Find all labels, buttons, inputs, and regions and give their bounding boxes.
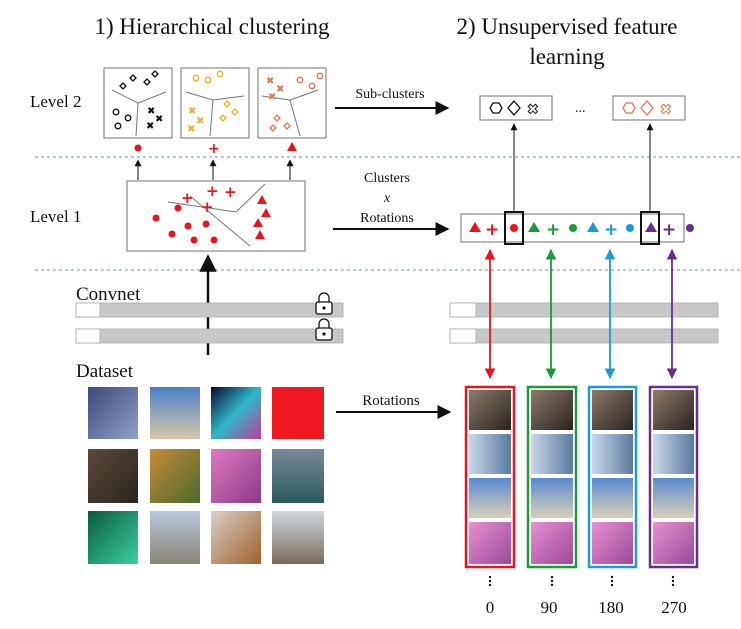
rotation-angle-label: 0	[486, 598, 495, 617]
svg-text:✖: ✖	[188, 106, 196, 117]
title-hierarchical-clustering: 1) Hierarchical clustering	[95, 14, 330, 39]
rotation-column-90	[526, 385, 578, 569]
subcluster-ellipsis: ...	[575, 101, 586, 116]
svg-text:✖: ✖	[266, 76, 274, 87]
svg-text:✖: ✖	[276, 84, 284, 95]
svg-text:✖: ✖	[268, 92, 276, 103]
dataset-image	[88, 511, 138, 564]
cluster-label-strip: + + + +	[460, 211, 694, 245]
svg-text:+: +	[604, 220, 618, 240]
rotation-angle-label: 180	[598, 598, 624, 617]
dataset-image	[150, 387, 200, 439]
label-clusters-rotations: Rotations	[360, 211, 414, 226]
svg-text:✖: ✖	[146, 121, 154, 132]
label-rotations: Rotations	[362, 393, 420, 409]
dataset-image	[272, 387, 324, 439]
level1-box: + + ++	[126, 180, 306, 252]
dataset-image	[211, 387, 261, 439]
svg-text:✖: ✖	[660, 102, 672, 118]
convnet-bar-right-1	[449, 302, 719, 318]
svg-text:✖: ✖	[527, 102, 539, 118]
rotation-column-0	[464, 385, 516, 569]
svg-text:+: +	[224, 183, 237, 201]
svg-text:✖: ✖	[196, 116, 204, 127]
triangle-marker-level2	[287, 142, 297, 151]
dataset-image	[211, 511, 261, 564]
label-clusters-x: x	[383, 191, 391, 206]
convnet-bar-right-2	[449, 328, 719, 344]
level2-box-black: ✖✖✖	[103, 67, 173, 139]
svg-text:+: +	[201, 198, 214, 216]
plus-marker-level2: +	[208, 141, 220, 157]
rotation-angle-label: 270	[661, 598, 687, 617]
label-clusters: Clusters	[364, 171, 410, 186]
convnet-bar-left-1	[75, 302, 344, 318]
subcluster-box-salmon: ✖	[612, 95, 686, 121]
dataset-image	[150, 511, 200, 564]
vertical-ellipsis	[488, 575, 675, 587]
svg-text:✖: ✖	[187, 124, 195, 135]
rotation-column-270	[648, 385, 699, 569]
dataset-image-grid	[88, 387, 324, 564]
dataset-image	[211, 449, 261, 503]
dataset-image	[272, 511, 324, 564]
svg-text:✖: ✖	[147, 106, 155, 117]
subcluster-box-black: ✖	[479, 95, 553, 121]
title-unsupervised-line2: learning	[529, 44, 605, 69]
level-2-label: Level 2	[30, 92, 81, 111]
rotation-column-180	[587, 385, 638, 569]
convnet-bar-left-2	[75, 328, 344, 344]
label-subclusters: Sub-clusters	[355, 87, 424, 102]
svg-text:+: +	[181, 189, 194, 207]
convnet-label: Convnet	[76, 284, 141, 305]
rotation-angle-label: 90	[541, 598, 558, 617]
dataset-label: Dataset	[76, 361, 134, 382]
circle-marker-level2	[134, 144, 142, 152]
svg-text:✖: ✖	[155, 114, 163, 125]
svg-text:+: +	[206, 182, 219, 200]
lock-icon	[315, 292, 333, 315]
dataset-image	[88, 449, 138, 503]
level2-box-salmon: ✖✖✖	[257, 67, 327, 139]
svg-text:+: +	[546, 220, 560, 240]
level-1-label: Level 1	[30, 207, 81, 226]
dataset-image	[150, 449, 200, 503]
dataset-image	[88, 387, 138, 439]
svg-text:+: +	[662, 220, 676, 240]
dataset-image	[272, 449, 324, 503]
lock-icon	[315, 318, 333, 341]
level2-box-yellow: ✖✖✖	[180, 67, 250, 139]
svg-text:+: +	[485, 220, 499, 240]
title-unsupervised-line1: 2) Unsupervised feature	[457, 14, 678, 39]
